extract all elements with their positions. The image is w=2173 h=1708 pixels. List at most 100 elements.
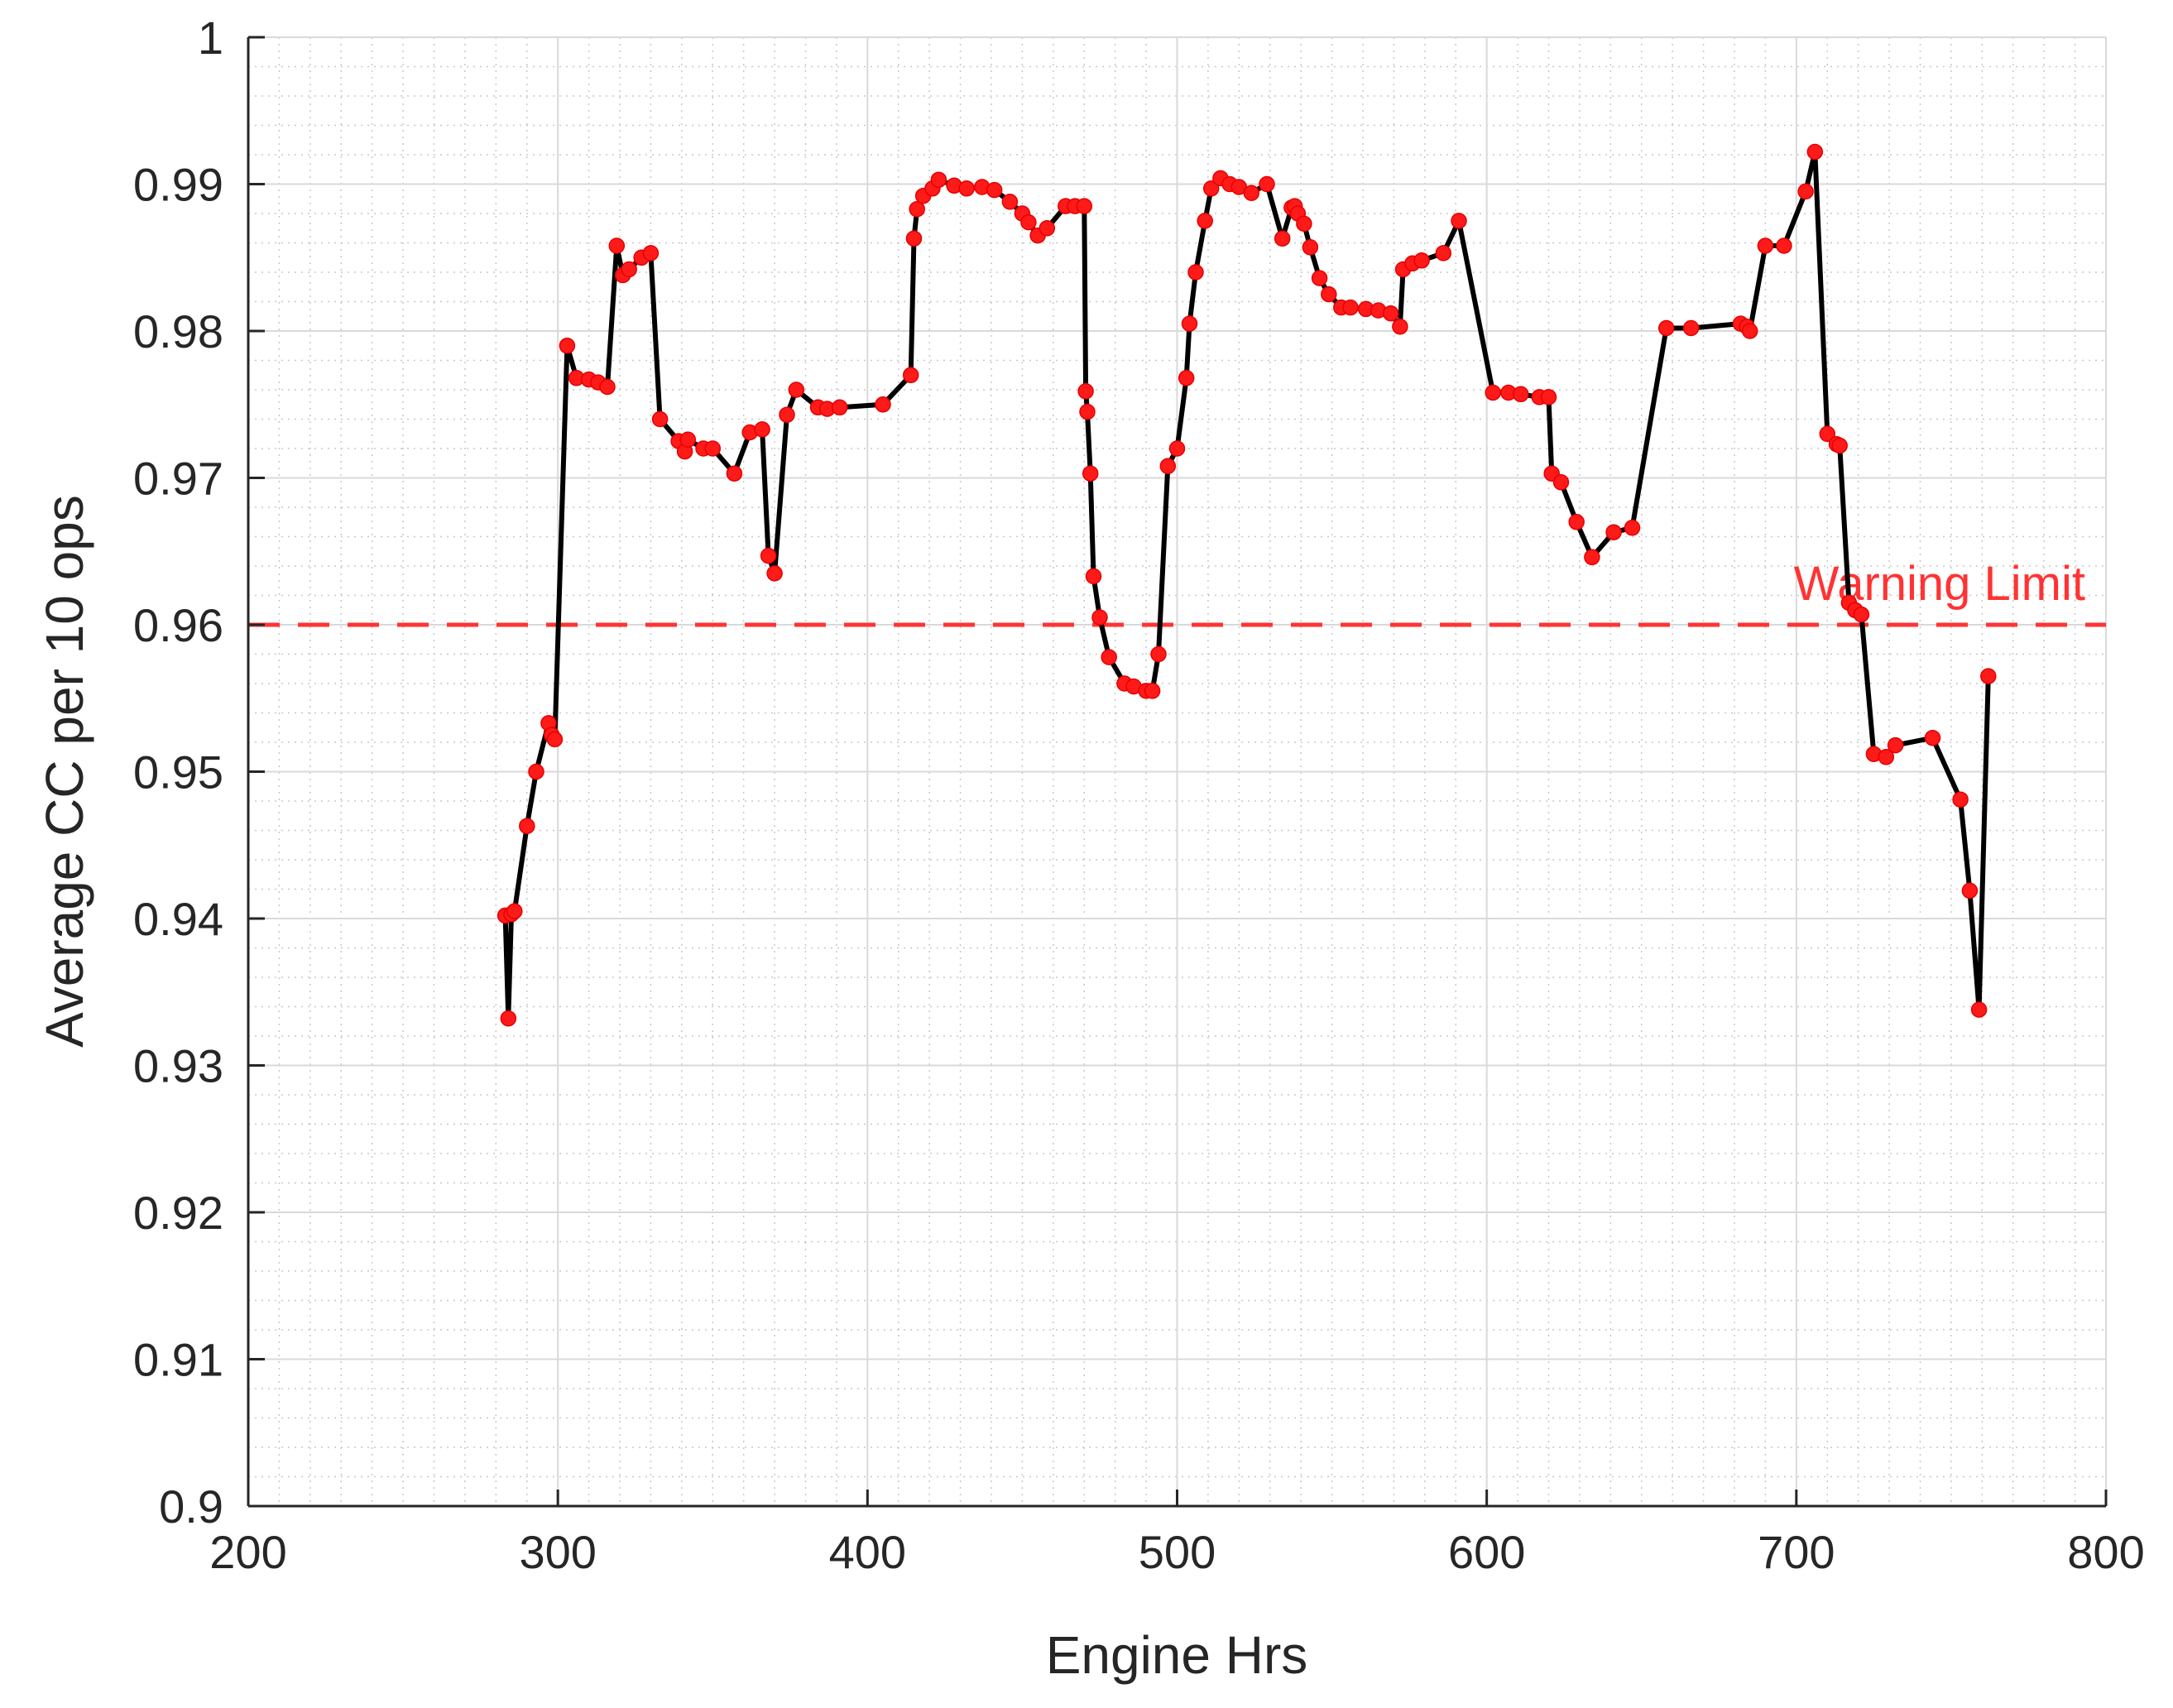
data-point <box>1540 389 1557 405</box>
x-tick-label: 200 <box>209 1526 286 1578</box>
y-tick-label: 0.91 <box>133 1334 223 1386</box>
y-axis-ticks: 0.9 0.91 0.92 0.93 0.94 0.95 0.96 0.97 0.98 0.99 1 <box>133 12 265 1533</box>
data-point <box>1259 175 1275 193</box>
data-point <box>1819 425 1836 443</box>
x-axis-ticks: 200 300 400 500 600 700 800 <box>209 1490 2145 1578</box>
data-point <box>519 818 535 834</box>
data-point <box>1952 791 1969 808</box>
data-point <box>958 180 975 197</box>
data-point <box>1392 318 1408 335</box>
data-point <box>500 1010 517 1027</box>
data-point <box>621 261 637 278</box>
data-point <box>1077 383 1094 400</box>
data-point <box>1159 458 1177 475</box>
data-point <box>1039 220 1056 237</box>
x-tick-label: 600 <box>1448 1526 1525 1578</box>
data-point <box>1168 440 1186 457</box>
data-point <box>1970 1001 1988 1018</box>
data-point <box>875 396 891 413</box>
data-point <box>1082 465 1099 482</box>
x-tick-label: 800 <box>2067 1526 2144 1578</box>
data-point <box>1274 230 1291 247</box>
data-point <box>1776 237 1792 254</box>
data-point <box>1321 285 1337 303</box>
y-tick-label: 0.9 <box>159 1480 223 1533</box>
data-point <box>506 903 523 919</box>
y-tick-label: 0.96 <box>133 599 223 651</box>
data-point <box>1682 319 1700 337</box>
y-tick-label: 0.98 <box>133 305 223 357</box>
y-tick-label: 1 <box>198 12 223 64</box>
data-point <box>1079 403 1096 420</box>
data-point <box>559 338 576 354</box>
data-point <box>1302 239 1319 256</box>
data-point <box>831 399 848 416</box>
data-point <box>1091 609 1108 626</box>
data-point <box>679 431 697 449</box>
data-point <box>1831 437 1848 454</box>
x-tick-label: 700 <box>1758 1526 1835 1578</box>
y-tick-label: 0.92 <box>133 1187 223 1239</box>
x-axis-label: Engine Hrs <box>1046 1625 1308 1685</box>
data-point <box>779 406 795 423</box>
data-point <box>1797 183 1814 200</box>
data-point <box>1243 185 1260 201</box>
data-point <box>1076 198 1093 214</box>
data-point <box>1311 270 1328 286</box>
data-point <box>1020 214 1037 231</box>
data-point <box>1961 882 1979 900</box>
data-point <box>1513 386 1529 403</box>
data-point <box>930 171 947 188</box>
data-point <box>1296 215 1312 233</box>
data-point <box>1980 668 1997 684</box>
data-point <box>1657 319 1675 337</box>
data-point <box>546 731 564 748</box>
data-point <box>754 421 770 438</box>
data-point <box>1382 305 1399 322</box>
data-point <box>905 230 923 247</box>
data-point <box>1584 549 1600 566</box>
y-tick-label: 0.93 <box>133 1040 223 1092</box>
y-tick-label: 0.99 <box>133 159 223 211</box>
data-point <box>1887 736 1904 754</box>
data-point <box>599 378 616 396</box>
y-tick-label: 0.94 <box>133 893 223 945</box>
data-point <box>1342 299 1359 316</box>
data-point <box>1757 237 1774 254</box>
data-point <box>651 410 669 428</box>
data-point <box>1741 323 1758 339</box>
data-point <box>1144 683 1161 699</box>
data-point <box>1624 520 1641 536</box>
data-point <box>1924 729 1941 746</box>
data-point <box>1413 252 1430 269</box>
data-point <box>760 547 777 564</box>
data-point <box>1568 514 1585 530</box>
x-tick-label: 500 <box>1139 1526 1216 1578</box>
data-point <box>726 465 743 482</box>
warning-limit-label: Warning Limit <box>1794 557 2085 611</box>
data-point <box>766 565 783 582</box>
data-point <box>1485 384 1501 401</box>
data-point <box>1197 213 1213 229</box>
data-point <box>1451 213 1467 229</box>
data-point <box>1853 606 1870 623</box>
data-point <box>704 440 722 457</box>
series-markers <box>496 143 1997 1027</box>
data-point <box>1181 315 1198 332</box>
data-point <box>1101 649 1117 665</box>
data-point <box>986 181 1003 199</box>
data-point <box>1605 524 1622 540</box>
data-point <box>1001 194 1019 210</box>
y-tick-label: 0.95 <box>133 746 223 799</box>
y-tick-label: 0.97 <box>133 453 223 505</box>
data-point <box>1435 245 1452 261</box>
data-point <box>1552 474 1570 491</box>
x-tick-label: 300 <box>519 1526 596 1578</box>
data-point <box>909 200 925 218</box>
data-point <box>1150 645 1167 663</box>
data-point <box>642 245 660 261</box>
data-point <box>1178 370 1195 386</box>
data-point <box>1878 749 1895 765</box>
